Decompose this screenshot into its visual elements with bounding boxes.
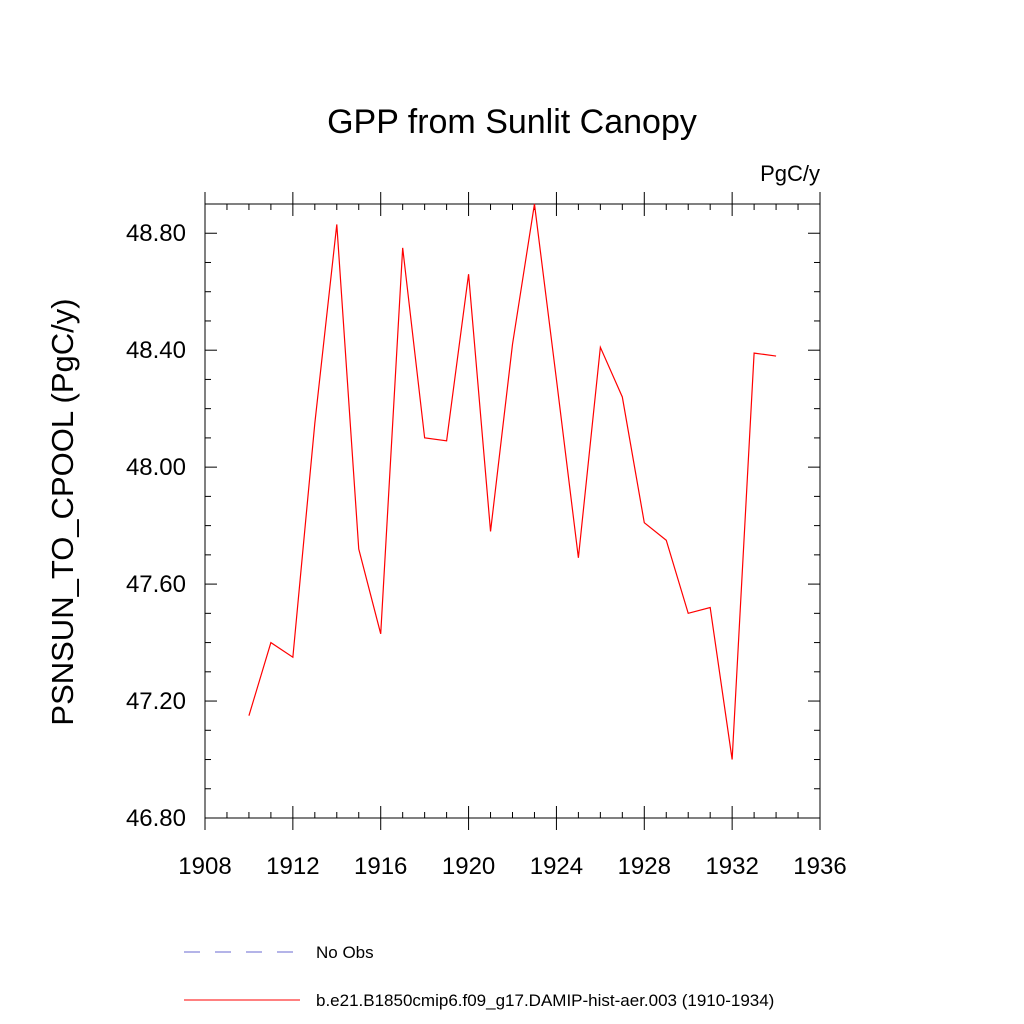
series-layer bbox=[248, 203, 777, 760]
y-tick-label: 48.40 bbox=[126, 337, 186, 364]
x-tick-label: 1920 bbox=[442, 853, 495, 880]
x-tick-label: 1932 bbox=[705, 853, 758, 880]
y-tick-label: 48.00 bbox=[126, 454, 186, 481]
x-tick-label: 1908 bbox=[178, 853, 231, 880]
x-tick-label: 1924 bbox=[530, 853, 583, 880]
x-tick-label: 1928 bbox=[618, 853, 671, 880]
y-tick-label: 47.20 bbox=[126, 688, 186, 715]
chart-title: GPP from Sunlit Canopy bbox=[327, 103, 697, 141]
y-axis-label: PSNSUN_TO_CPOOL (PgC/y) bbox=[45, 298, 80, 725]
series-line bbox=[248, 203, 777, 760]
y-tick-label: 47.60 bbox=[126, 571, 186, 598]
x-tick-label: 1916 bbox=[354, 853, 407, 880]
y-tick-label: 46.80 bbox=[126, 805, 186, 832]
y-tick-label: 48.80 bbox=[126, 220, 186, 247]
legend-label: No Obs bbox=[316, 943, 374, 962]
legend: No Obs b.e21.B1850cmip6.f09_g17.DAMIP-his… bbox=[184, 943, 774, 1010]
x-tick-label: 1936 bbox=[793, 853, 846, 880]
legend-label: b.e21.B1850cmip6.f09_g17.DAMIP-hist-aer.… bbox=[316, 991, 774, 1010]
units-label: PgC/y bbox=[760, 161, 820, 186]
axis-ticks: 1908 1912 1916 1920 1924 1928 1932 1936 46.80 47.… bbox=[126, 192, 847, 880]
x-tick-label: 1912 bbox=[266, 853, 319, 880]
